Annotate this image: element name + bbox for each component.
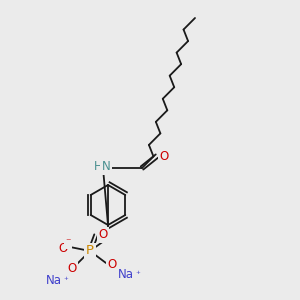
Text: Na: Na bbox=[118, 268, 134, 281]
Text: O: O bbox=[58, 242, 68, 254]
Text: ⁺: ⁺ bbox=[64, 277, 68, 286]
Text: Na: Na bbox=[46, 274, 62, 287]
Text: O: O bbox=[107, 259, 117, 272]
Text: H: H bbox=[94, 160, 102, 173]
Text: ⁻: ⁻ bbox=[65, 237, 71, 247]
Text: ⁺: ⁺ bbox=[136, 271, 140, 280]
Text: O: O bbox=[159, 149, 169, 163]
Text: O: O bbox=[98, 229, 108, 242]
Text: O: O bbox=[68, 262, 76, 275]
Text: N: N bbox=[102, 160, 110, 173]
Text: P: P bbox=[86, 244, 94, 257]
